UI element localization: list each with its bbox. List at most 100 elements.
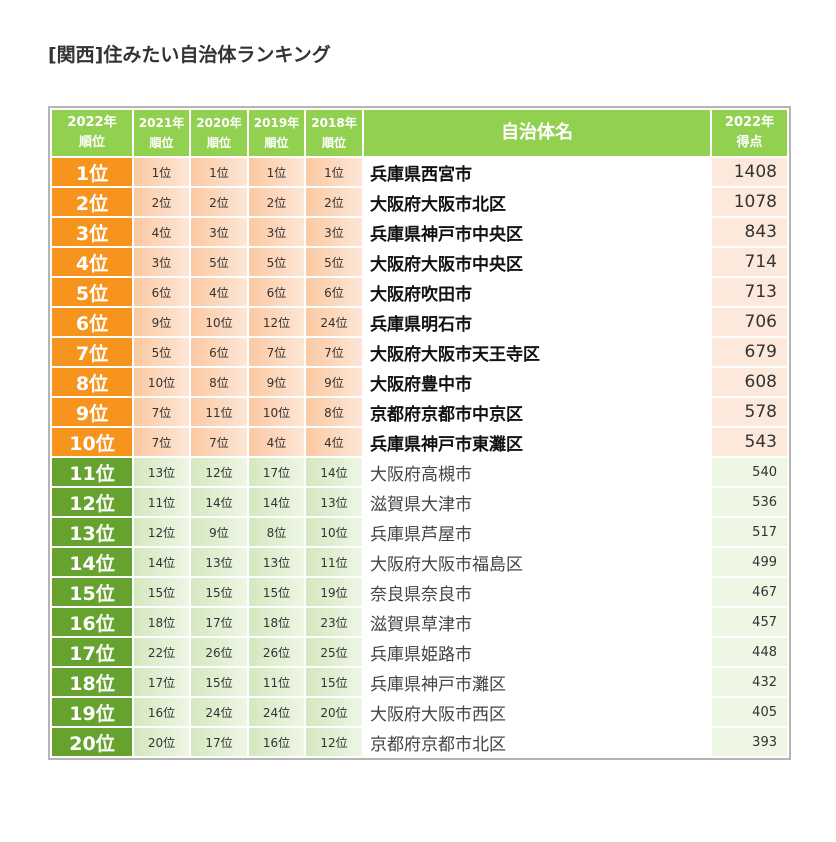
past-rank-cell: 11位 xyxy=(247,666,306,698)
past-rank-cell: 6位 xyxy=(247,276,306,308)
rank-cell: 5位 xyxy=(50,276,134,308)
score-cell: 706 xyxy=(710,306,789,338)
past-rank-cell: 19位 xyxy=(304,576,364,608)
header-cell: 2020年 順位 xyxy=(189,108,249,158)
past-rank-cell: 4位 xyxy=(304,426,364,458)
past-rank-cell: 13位 xyxy=(189,546,249,578)
score-cell: 405 xyxy=(710,696,789,728)
ranking-table: 2022年 順位 2021年 順位 2020年 順位 2019年 順位 2018年 順位 自治体名 2… xyxy=(50,108,789,758)
past-rank-cell: 20位 xyxy=(132,726,191,758)
header-line: 2021年 xyxy=(138,116,185,130)
municipality-cell: 大阪府大阪市中央区 xyxy=(362,246,712,278)
table-row: 7位 5位 6位 7位 7位 大阪府大阪市天王寺区 679 xyxy=(50,336,789,368)
past-rank-cell: 7位 xyxy=(304,336,364,368)
past-rank-cell: 6位 xyxy=(304,276,364,308)
score-cell: 457 xyxy=(710,606,789,638)
past-rank-cell: 1位 xyxy=(132,156,191,188)
table-row: 6位 9位 10位 12位 24位 兵庫県明石市 706 xyxy=(50,306,789,338)
past-rank-cell: 15位 xyxy=(189,666,249,698)
header-cell: 2022年 得点 xyxy=(710,108,789,158)
past-rank-cell: 11位 xyxy=(189,396,249,428)
municipality-cell: 兵庫県西宮市 xyxy=(362,156,712,188)
past-rank-cell: 6位 xyxy=(132,276,191,308)
rank-cell: 17位 xyxy=(50,636,134,668)
rank-cell: 6位 xyxy=(50,306,134,338)
past-rank-cell: 7位 xyxy=(132,426,191,458)
past-rank-cell: 5位 xyxy=(247,246,306,278)
past-rank-cell: 7位 xyxy=(247,336,306,368)
table-row: 12位 11位 14位 14位 13位 滋賀県大津市 536 xyxy=(50,486,789,518)
table-body: 1位 1位 1位 1位 1位 兵庫県西宮市 1408 2位 2位 2位 2位 2位 大阪府大阪市北区 10… xyxy=(50,156,789,758)
score-cell: 679 xyxy=(710,336,789,368)
score-cell: 499 xyxy=(710,546,789,578)
past-rank-cell: 13位 xyxy=(304,486,364,518)
past-rank-cell: 15位 xyxy=(132,576,191,608)
past-rank-cell: 16位 xyxy=(132,696,191,728)
past-rank-cell: 24位 xyxy=(189,696,249,728)
past-rank-cell: 17位 xyxy=(189,726,249,758)
past-rank-cell: 20位 xyxy=(304,696,364,728)
header-line: 2022年 xyxy=(724,115,775,130)
past-rank-cell: 13位 xyxy=(132,456,191,488)
header-row: 2022年 順位 2021年 順位 2020年 順位 2019年 順位 2018年 順位 自治体名 2… xyxy=(50,108,789,158)
rank-cell: 2位 xyxy=(50,186,134,218)
municipality-cell: 大阪府豊中市 xyxy=(362,366,712,398)
header-cell: 2019年 順位 xyxy=(247,108,306,158)
past-rank-cell: 7位 xyxy=(132,396,191,428)
rank-cell: 7位 xyxy=(50,336,134,368)
past-rank-cell: 4位 xyxy=(132,216,191,248)
past-rank-cell: 15位 xyxy=(304,666,364,698)
past-rank-cell: 14位 xyxy=(247,486,306,518)
score-cell: 393 xyxy=(710,726,789,758)
table-row: 17位 22位 26位 26位 25位 兵庫県姫路市 448 xyxy=(50,636,789,668)
table-row: 11位 13位 12位 17位 14位 大阪府高槻市 540 xyxy=(50,456,789,488)
municipality-cell: 兵庫県神戸市灘区 xyxy=(362,666,712,698)
past-rank-cell: 14位 xyxy=(189,486,249,518)
past-rank-cell: 4位 xyxy=(247,426,306,458)
past-rank-cell: 3位 xyxy=(132,246,191,278)
score-cell: 517 xyxy=(710,516,789,548)
past-rank-cell: 1位 xyxy=(247,156,306,188)
header-cell: 2018年 順位 xyxy=(304,108,364,158)
score-cell: 432 xyxy=(710,666,789,698)
past-rank-cell: 17位 xyxy=(247,456,306,488)
municipality-cell: 大阪府大阪市福島区 xyxy=(362,546,712,578)
table-row: 15位 15位 15位 15位 19位 奈良県奈良市 467 xyxy=(50,576,789,608)
table-row: 13位 12位 9位 8位 10位 兵庫県芦屋市 517 xyxy=(50,516,789,548)
past-rank-cell: 13位 xyxy=(247,546,306,578)
past-rank-cell: 26位 xyxy=(189,636,249,668)
past-rank-cell: 11位 xyxy=(132,486,191,518)
municipality-cell: 兵庫県芦屋市 xyxy=(362,516,712,548)
table-row: 20位 20位 17位 16位 12位 京都府京都市北区 393 xyxy=(50,726,789,758)
table-row: 1位 1位 1位 1位 1位 兵庫県西宮市 1408 xyxy=(50,156,789,188)
municipality-cell: 兵庫県神戸市中央区 xyxy=(362,216,712,248)
municipality-cell: 大阪府大阪市天王寺区 xyxy=(362,336,712,368)
past-rank-cell: 6位 xyxy=(189,336,249,368)
past-rank-cell: 9位 xyxy=(247,366,306,398)
past-rank-cell: 9位 xyxy=(132,306,191,338)
score-cell: 536 xyxy=(710,486,789,518)
title: [関西]住みたい自治体ランキング xyxy=(48,44,331,66)
municipality-cell: 京都府京都市北区 xyxy=(362,726,712,758)
past-rank-cell: 14位 xyxy=(304,456,364,488)
municipality-cell: 兵庫県神戸市東灘区 xyxy=(362,426,712,458)
municipality-cell: 兵庫県明石市 xyxy=(362,306,712,338)
rank-cell: 10位 xyxy=(50,426,134,458)
municipality-cell: 大阪府大阪市北区 xyxy=(362,186,712,218)
rank-cell: 9位 xyxy=(50,396,134,428)
rank-cell: 4位 xyxy=(50,246,134,278)
header-line: 自治体名 xyxy=(501,122,573,143)
past-rank-cell: 18位 xyxy=(132,606,191,638)
table-row: 10位 7位 7位 4位 4位 兵庫県神戸市東灘区 543 xyxy=(50,426,789,458)
municipality-cell: 滋賀県草津市 xyxy=(362,606,712,638)
header-line: 2020年 xyxy=(196,116,242,130)
past-rank-cell: 24位 xyxy=(247,696,306,728)
past-rank-cell: 10位 xyxy=(247,396,306,428)
table-row: 16位 18位 17位 18位 23位 滋賀県草津市 457 xyxy=(50,606,789,638)
header-cell: 自治体名 xyxy=(362,108,712,158)
past-rank-cell: 25位 xyxy=(304,636,364,668)
municipality-cell: 大阪府大阪市西区 xyxy=(362,696,712,728)
municipality-cell: 京都府京都市中京区 xyxy=(362,396,712,428)
past-rank-cell: 8位 xyxy=(247,516,306,548)
